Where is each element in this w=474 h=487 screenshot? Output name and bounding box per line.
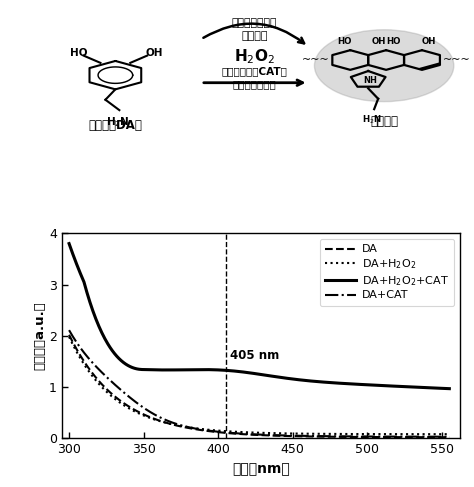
DA+H$_2$O$_2$: [377, 431, 383, 437]
DA+H$_2$O$_2$+CAT: [120, 359, 126, 365]
DA+CAT: [120, 389, 126, 395]
Text: OH: OH: [422, 37, 437, 46]
DA+CAT: [73, 339, 79, 345]
DA+H$_2$O$_2$+CAT: [66, 241, 72, 246]
DA+H$_2$O$_2$: [447, 431, 452, 437]
DA+CAT: [406, 434, 411, 440]
Y-axis label: 吸光度（a.u.）: 吸光度（a.u.）: [33, 301, 46, 370]
Text: 乏氧环境: 乏氧环境: [241, 31, 268, 41]
Text: HO: HO: [386, 37, 401, 46]
DA+CAT: [193, 426, 199, 431]
X-axis label: 波长（nm）: 波长（nm）: [232, 462, 290, 476]
DA: [66, 332, 72, 337]
DA: [406, 434, 411, 440]
Line: DA: DA: [69, 335, 449, 437]
Text: 405 nm: 405 nm: [230, 349, 279, 362]
DA+CAT: [447, 434, 452, 440]
DA+H$_2$O$_2$+CAT: [193, 367, 199, 373]
DA+CAT: [234, 431, 239, 436]
DA: [73, 346, 79, 352]
DA+H$_2$O$_2$: [66, 334, 72, 340]
Text: 聚多巴胺: 聚多巴胺: [370, 115, 398, 128]
Legend: DA, DA+H$_2$O$_2$, DA+H$_2$O$_2$+CAT, DA+CAT: DA, DA+H$_2$O$_2$, DA+H$_2$O$_2$+CAT, DA…: [319, 239, 454, 306]
Text: HO: HO: [70, 48, 87, 58]
Text: NH: NH: [363, 76, 377, 85]
Text: 过氧化氢酶（CAT）: 过氧化氢酶（CAT）: [222, 66, 288, 76]
Text: 加速自聚合反应: 加速自聚合反应: [233, 79, 277, 90]
Text: ~~~: ~~~: [302, 55, 329, 65]
Line: DA+CAT: DA+CAT: [69, 330, 449, 437]
Text: 多巴胺（DA）: 多巴胺（DA）: [89, 119, 142, 132]
DA+H$_2$O$_2$+CAT: [377, 382, 383, 388]
Text: 抑制自聚合反应: 抑制自聚合反应: [232, 18, 277, 28]
Ellipse shape: [314, 30, 454, 102]
Text: OH: OH: [372, 37, 386, 46]
DA: [193, 426, 199, 432]
DA: [447, 434, 452, 440]
DA+H$_2$O$_2$: [73, 349, 79, 355]
DA: [234, 431, 239, 437]
DA+H$_2$O$_2$: [120, 402, 126, 408]
DA+H$_2$O$_2$: [234, 429, 239, 435]
Text: H$_2$N: H$_2$N: [106, 115, 129, 129]
DA: [120, 400, 126, 406]
Text: H$_2$N: H$_2$N: [362, 113, 382, 126]
Text: OH: OH: [146, 48, 163, 58]
Text: H$_2$O$_2$: H$_2$O$_2$: [234, 47, 275, 66]
DA+H$_2$O$_2$: [406, 431, 411, 437]
DA+H$_2$O$_2$+CAT: [447, 386, 452, 392]
DA: [377, 434, 383, 440]
Text: ~~~: ~~~: [443, 55, 471, 65]
Line: DA+H$_2$O$_2$: DA+H$_2$O$_2$: [69, 337, 449, 434]
Line: DA+H$_2$O$_2$+CAT: DA+H$_2$O$_2$+CAT: [69, 244, 449, 389]
DA+CAT: [377, 433, 383, 439]
DA+H$_2$O$_2$: [193, 425, 199, 431]
DA+H$_2$O$_2$+CAT: [234, 368, 239, 374]
Text: HO: HO: [337, 37, 352, 46]
DA+H$_2$O$_2$+CAT: [73, 261, 79, 267]
DA+CAT: [66, 327, 72, 333]
DA+H$_2$O$_2$+CAT: [406, 384, 411, 390]
